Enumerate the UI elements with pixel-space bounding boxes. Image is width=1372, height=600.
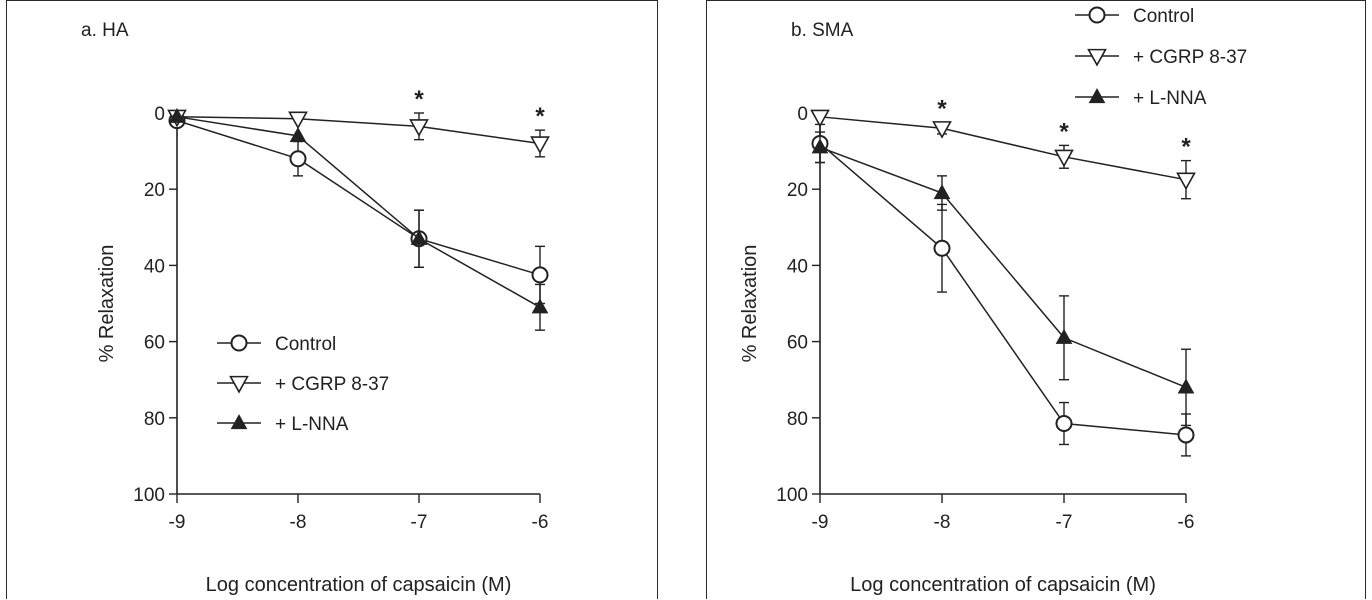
y-tick-label: 40	[787, 256, 808, 277]
y-tick-label: 100	[133, 485, 165, 506]
y-axis-label: % Relaxation	[739, 245, 761, 363]
data-point	[1177, 378, 1195, 394]
legend-label: + CGRP 8-37	[275, 374, 389, 395]
x-tick-label: -9	[169, 512, 186, 533]
legend-label: Control	[1133, 6, 1194, 27]
data-point	[289, 150, 307, 168]
data-point	[168, 107, 186, 123]
x-tick-label: -6	[1178, 512, 1195, 533]
x-axis-label: Log concentration of capsaicin (M)	[206, 574, 512, 596]
series-line	[176, 116, 541, 145]
data-point	[289, 126, 307, 142]
legend-marker	[229, 375, 249, 394]
data-point	[409, 119, 429, 137]
legend-item: + L-NNA	[1075, 88, 1207, 109]
y-axis-label: % Relaxation	[96, 245, 118, 363]
series-filled-triangle-up	[168, 107, 549, 331]
series-open-circle	[811, 123, 1195, 457]
chart-panel-ha: a. HA 0 20 40 60 80 100 -9 -8 -7 -6 Log concentrati…	[6, 0, 658, 599]
series-line	[176, 119, 541, 276]
significance-star: *	[414, 86, 424, 113]
data-point	[932, 121, 952, 139]
significance-star: *	[937, 96, 947, 123]
chart-svg-sma: b. SMA 0 20 40 60 80 100-9 -8 -7 -6 Log concentrat…	[739, 6, 1247, 596]
data-point	[288, 111, 308, 130]
axes: 0 20 40 60 80 100-9 -8 -7 -6	[133, 104, 548, 533]
y-tick-label: 20	[144, 180, 165, 201]
data-point	[1176, 172, 1196, 191]
significance-star: *	[535, 103, 545, 130]
series-open-triangle-down	[167, 109, 550, 158]
data-point	[810, 109, 830, 128]
data-point	[811, 138, 829, 154]
y-tick-label: 0	[797, 104, 808, 125]
y-tick-label: 60	[787, 333, 808, 354]
legend-label: + CGRP 8-37	[1133, 47, 1247, 68]
data-point	[410, 229, 428, 245]
data-point	[1177, 426, 1195, 444]
series-line	[819, 142, 1187, 436]
series-open-circle	[168, 112, 549, 305]
x-tick-label: -9	[812, 512, 829, 533]
legend-marker	[230, 414, 248, 430]
data-point	[933, 239, 951, 257]
y-tick-label: 100	[776, 485, 808, 506]
significance-star: *	[1059, 118, 1069, 145]
data-point	[530, 136, 550, 155]
chart-title: b. SMA	[791, 20, 854, 41]
series-line	[819, 146, 1187, 389]
legend-item: Control	[1075, 6, 1194, 27]
legend-item: + L-NNA	[217, 414, 349, 435]
legend-marker	[1087, 48, 1107, 67]
legend-label: Control	[275, 334, 336, 355]
x-tick-label: -8	[934, 512, 951, 533]
series-line	[176, 116, 541, 308]
legend: Control + CGRP 8-37 + L-NNA	[217, 334, 389, 435]
axes: 0 20 40 60 80 100-9 -8 -7 -6	[776, 104, 1194, 533]
data-point	[933, 184, 951, 200]
data-point	[531, 266, 549, 284]
data-point	[1054, 149, 1074, 168]
legend-marker	[1088, 88, 1106, 104]
y-tick-label: 60	[144, 333, 165, 354]
x-tick-label: -7	[411, 512, 428, 533]
chart-svg-ha: a. HA 0 20 40 60 80 100-9 -8 -7 -6 Log concentrati…	[81, 20, 550, 596]
y-tick-label: 80	[144, 409, 165, 430]
data-point	[1055, 415, 1073, 433]
series-open-triangle-down	[810, 109, 1196, 200]
legend: Control + CGRP 8-37 + L-NNA	[1075, 6, 1247, 109]
y-tick-label: 80	[787, 409, 808, 430]
chart-panel-sma: b. SMA 0 20 40 60 80 100 -9 -8 -7 -6 Log concentrat…	[706, 0, 1366, 599]
legend-item: + CGRP 8-37	[1075, 47, 1247, 68]
x-tick-label: -7	[1056, 512, 1073, 533]
legend-item: + CGRP 8-37	[217, 374, 389, 395]
chart-title: a. HA	[81, 20, 129, 41]
y-tick-label: 0	[154, 104, 165, 125]
series-line	[819, 116, 1187, 181]
x-tick-label: -8	[290, 512, 307, 533]
y-tick-label: 40	[144, 256, 165, 277]
legend-marker	[230, 334, 248, 352]
legend-label: + L-NNA	[1133, 88, 1207, 109]
series-filled-triangle-up	[811, 131, 1195, 427]
legend-marker	[1088, 6, 1106, 24]
significance-star: *	[1181, 134, 1191, 161]
x-tick-label: -6	[532, 512, 549, 533]
data-point	[531, 298, 549, 314]
x-axis-label: Log concentration of capsaicin (M)	[850, 574, 1156, 596]
legend-label: + L-NNA	[275, 414, 349, 435]
data-point	[1055, 328, 1073, 344]
y-tick-label: 20	[787, 180, 808, 201]
legend-item: Control	[217, 334, 336, 355]
